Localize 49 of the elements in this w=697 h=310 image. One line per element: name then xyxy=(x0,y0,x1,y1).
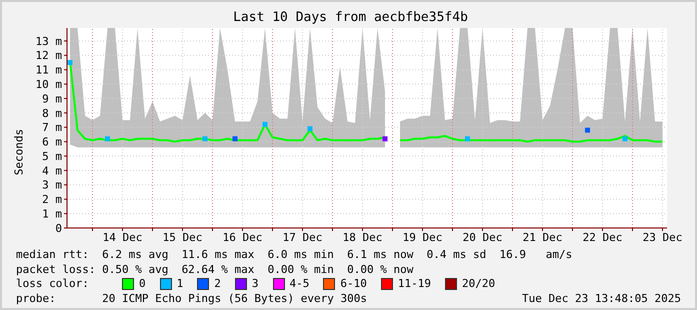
y-tick-label: 9 m xyxy=(42,92,62,106)
legend-title: loss color: xyxy=(16,277,90,292)
legend-label: 4-5 xyxy=(290,277,310,292)
x-tick-label: 19 Dec xyxy=(402,230,442,244)
y-tick-label: 7 m xyxy=(42,121,62,134)
point xyxy=(308,126,312,132)
x-tick-label: 21 Dec xyxy=(522,230,562,244)
y-axis-title: Seconds xyxy=(12,128,26,177)
x-tick-label: 14 Dec xyxy=(102,230,142,244)
y-tick-label: 5 m xyxy=(42,150,62,163)
legend-label: 0 xyxy=(139,277,146,292)
legend-label: 1 xyxy=(176,277,184,292)
x-tick-label: 22 Dec xyxy=(582,230,622,244)
legend-label: 2 xyxy=(214,277,221,292)
x-tick-label: 15 Dec xyxy=(162,230,202,244)
x-tick-label: 16 Dec xyxy=(222,230,262,244)
point xyxy=(105,136,110,142)
point xyxy=(585,128,590,133)
point xyxy=(202,136,208,142)
point xyxy=(232,136,238,142)
y-tick-label: 6 m xyxy=(42,136,62,149)
x-tick-label: 20 Dec xyxy=(462,230,502,244)
point xyxy=(382,136,388,142)
y-tick-label: 10 m xyxy=(36,78,62,92)
point xyxy=(68,60,72,66)
legend-label: 20/20 xyxy=(462,277,496,292)
text: median rtt: 6.2 ms avg 11.6 ms max 6.0 ms min 6.1 ms now 0.4 ms sd 16.9 am/s xyxy=(16,248,572,262)
x-tick-label: 23 Dec xyxy=(642,230,682,244)
y-tick-label: 11 m xyxy=(36,64,62,77)
y-tick-label: 1 m xyxy=(42,208,62,221)
y-tick-label: 13 m xyxy=(36,34,62,48)
legend-label: 6-10 xyxy=(340,277,367,292)
point xyxy=(262,122,268,127)
y-tick-label: 3 m xyxy=(42,178,62,192)
y-tick-label: 4 m xyxy=(42,164,62,178)
y-tick-label: 8 m xyxy=(42,106,62,120)
y-tick-label: 0 xyxy=(55,222,62,235)
legend-label: 11-19 xyxy=(398,277,431,292)
text: probe: 20 ICMP Echo Pings (56 Bytes) every 300s xyxy=(16,292,367,304)
y-tick-label: 2 m xyxy=(42,193,62,206)
text: Tue Dec 23 13:48:05 2025 xyxy=(522,292,681,304)
text: packet loss: 0.50 % avg 62.64 % max 0.00 % min 0.00 % now xyxy=(16,262,414,277)
point xyxy=(465,136,470,142)
x-tick-label: 18 Dec xyxy=(342,230,382,244)
y-tick-label: 12 m xyxy=(36,49,62,62)
x-tick-label: 17 Dec xyxy=(282,230,322,244)
legend-label: 3 xyxy=(252,277,258,292)
point xyxy=(622,136,628,142)
chart-title: Last 10 Days from aecbfbe35f4b xyxy=(232,10,469,25)
